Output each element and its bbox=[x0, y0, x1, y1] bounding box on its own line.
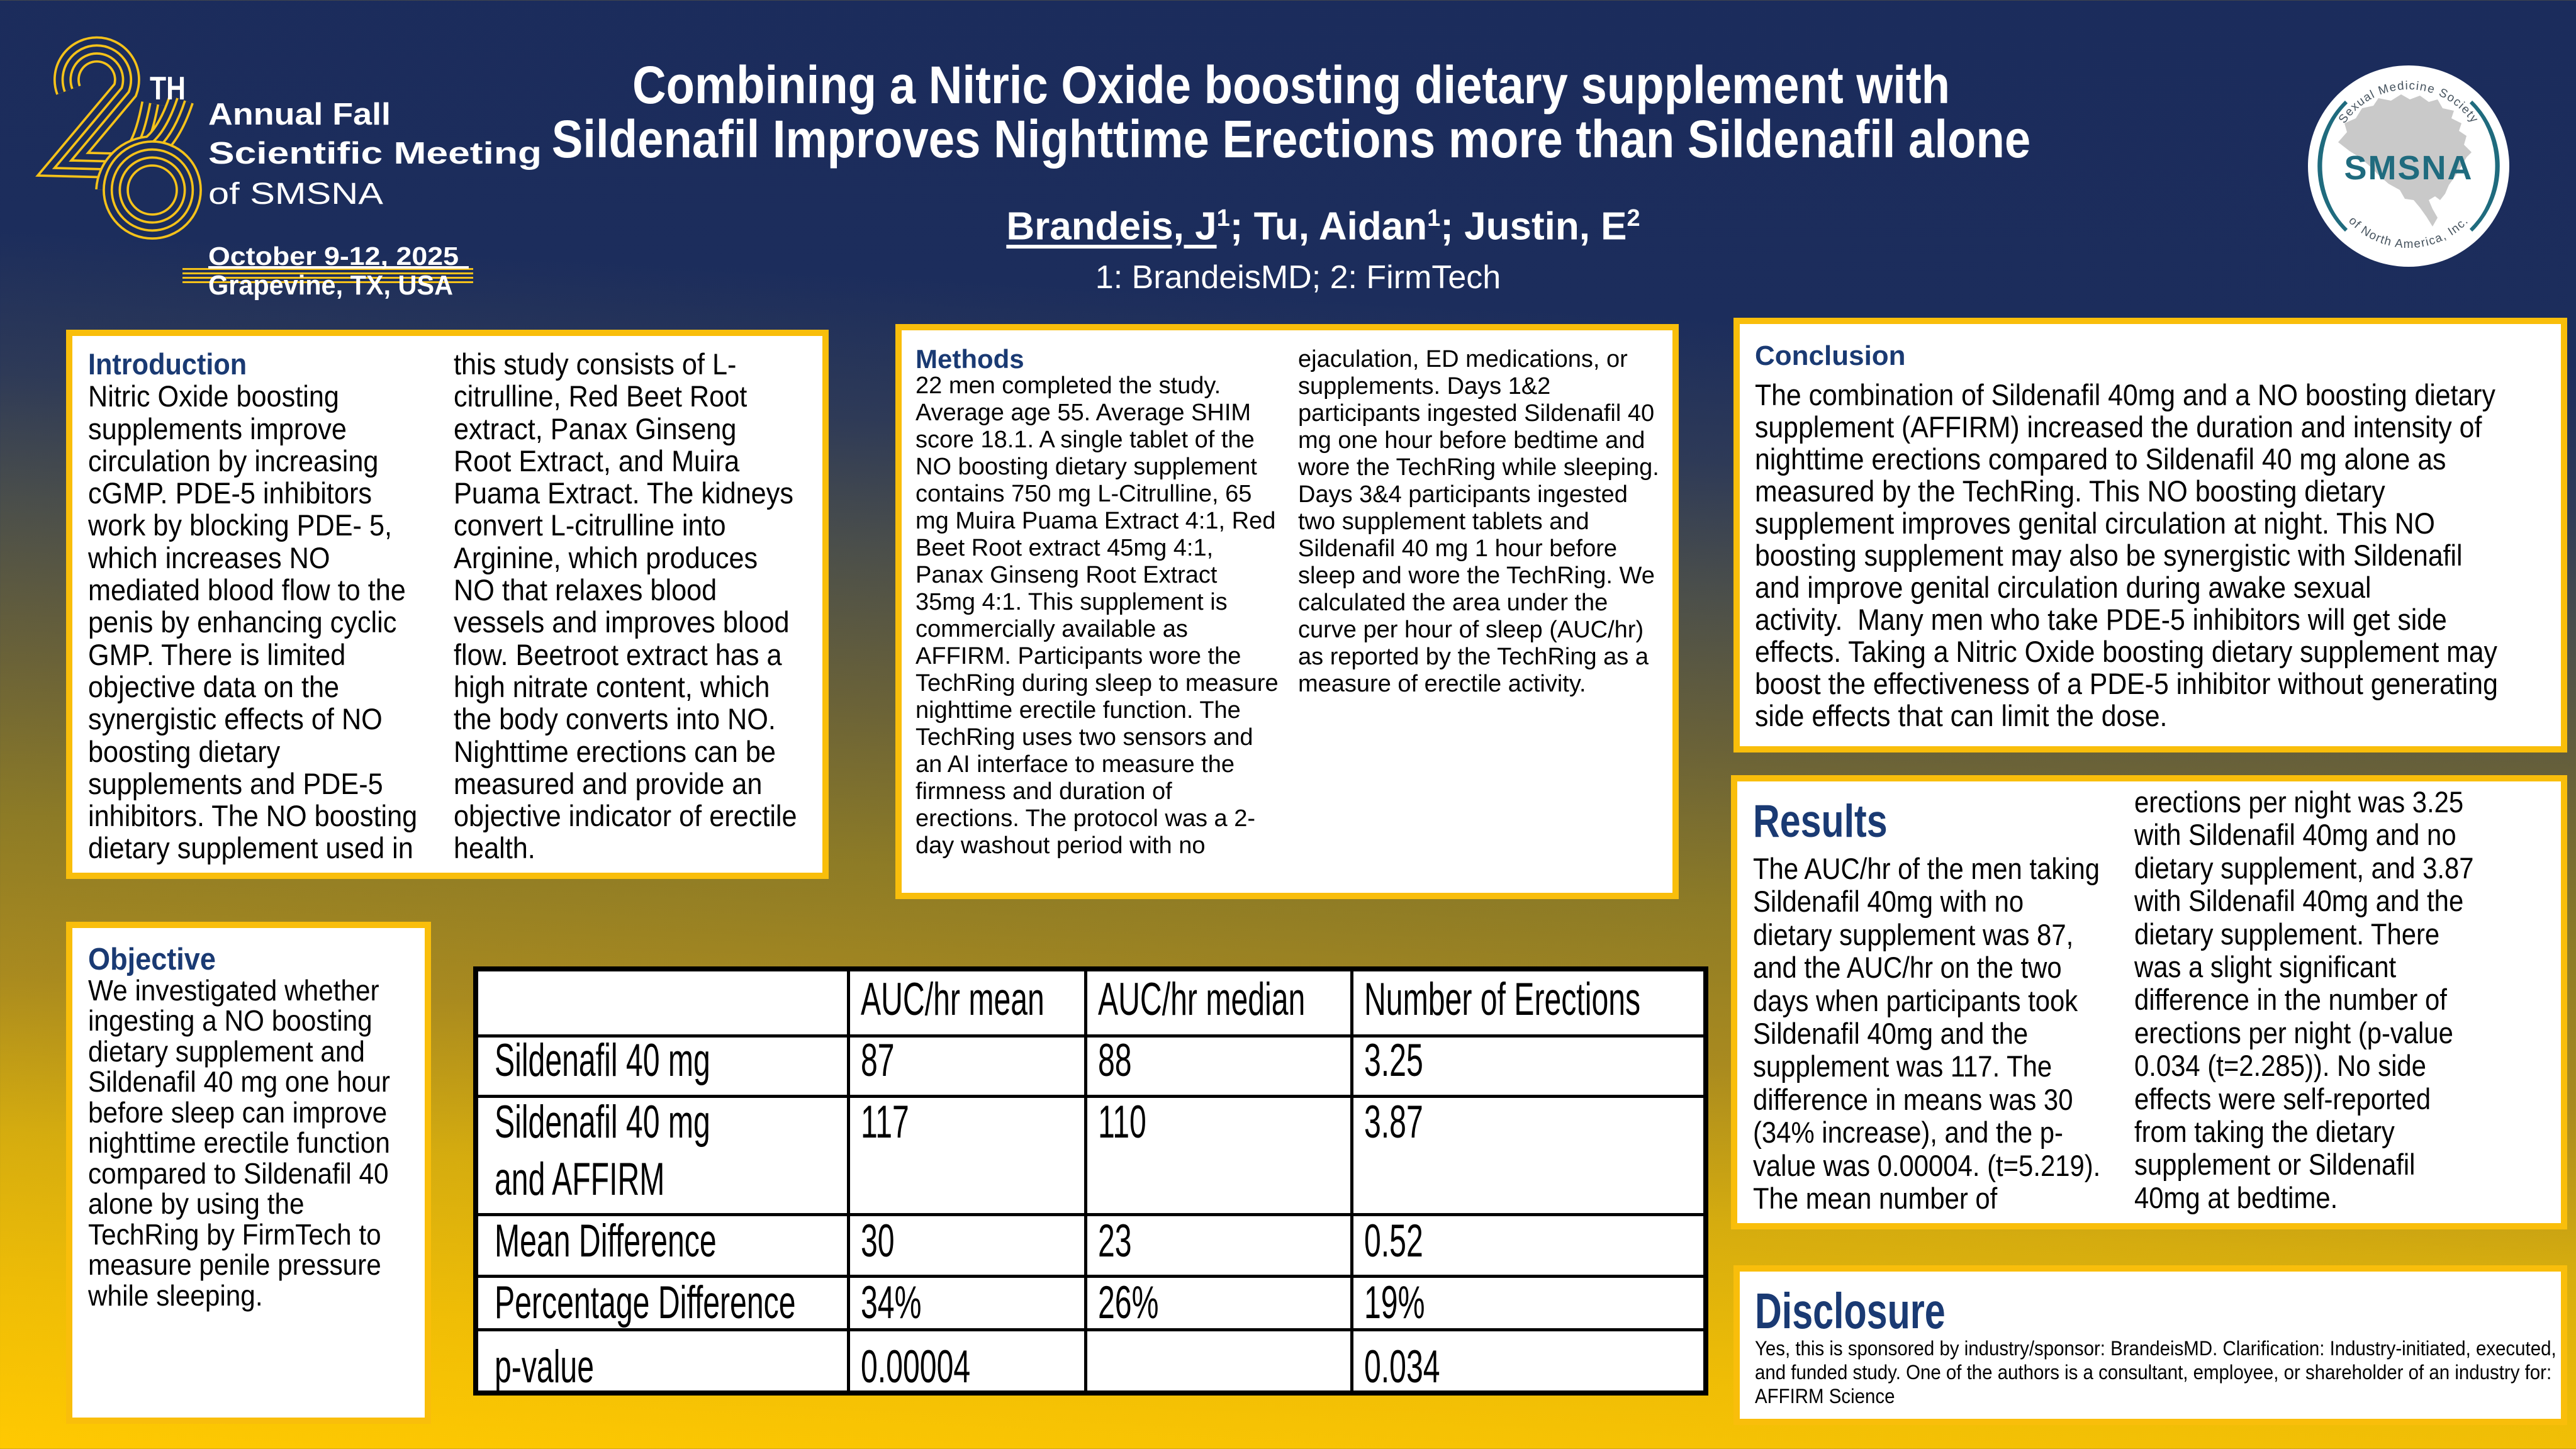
svg-text:October 9-12, 2025: October 9-12, 2025 bbox=[208, 242, 459, 271]
svg-text:of SMSNA: of SMSNA bbox=[208, 177, 383, 211]
svg-text:Grapevine, TX, USA: Grapevine, TX, USA bbox=[208, 270, 453, 301]
svg-text:TH: TH bbox=[150, 70, 186, 107]
svg-text:SMSNA: SMSNA bbox=[2344, 149, 2473, 187]
svg-text:Scientific Meeting: Scientific Meeting bbox=[208, 137, 542, 171]
svg-text:Annual Fall: Annual Fall bbox=[208, 98, 391, 131]
